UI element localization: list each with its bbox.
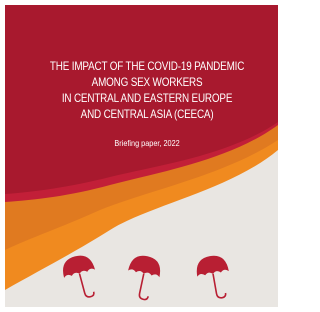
title-line: IN CENTRAL AND EASTERN EUROPE: [62, 92, 232, 105]
page: THE IMPACT OF THE COVID-19 PANDEMIC AMON…: [0, 0, 283, 312]
cover: THE IMPACT OF THE COVID-19 PANDEMIC AMON…: [0, 0, 283, 312]
subtitle: Briefing paper, 2022: [114, 138, 179, 148]
title-line: AMONG SEX WORKERS: [92, 76, 203, 89]
title-line: AND CENTRAL ASIA (CEECA): [81, 108, 214, 121]
title-line: THE IMPACT OF THE COVID-19 PANDEMIC: [50, 60, 245, 73]
